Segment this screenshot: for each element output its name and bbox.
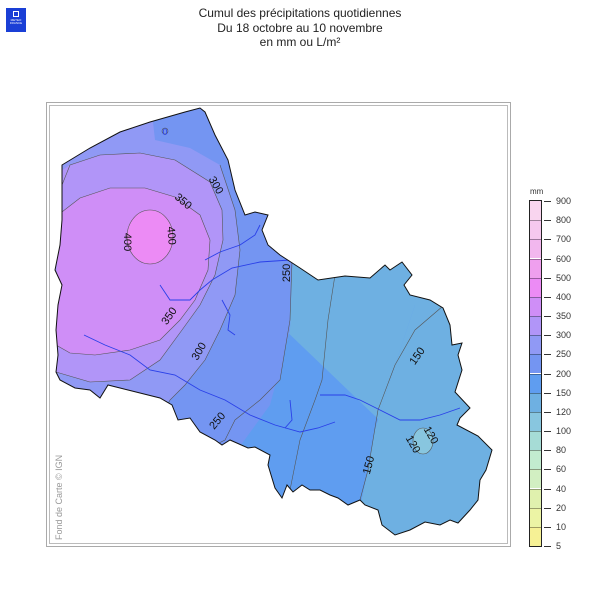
- legend-tick: [544, 296, 551, 298]
- legend-label: 40: [556, 483, 567, 494]
- legend-label: 600: [556, 253, 572, 264]
- legend-swatch: [530, 373, 541, 393]
- legend-swatch: [530, 392, 541, 412]
- legend-swatch: [530, 354, 541, 374]
- legend-swatch: [530, 277, 541, 297]
- legend-tick: [544, 373, 551, 375]
- legend-color-bar: [529, 200, 542, 547]
- logo-text: METEO FRANCE: [9, 18, 23, 25]
- legend-label: 800: [556, 215, 572, 226]
- legend-label: 200: [556, 368, 572, 379]
- svg-text:400: 400: [164, 226, 178, 245]
- legend-swatch: [530, 411, 541, 431]
- legend-swatch: [530, 258, 541, 278]
- title-line-2: Du 18 octobre au 10 novembre: [217, 20, 383, 35]
- legend-swatch: [530, 488, 541, 508]
- legend-label: 20: [556, 502, 567, 513]
- legend-tick: [544, 201, 551, 202]
- zone-500-600: [127, 210, 173, 264]
- legend-label: 10: [556, 521, 567, 532]
- svg-text:0: 0: [162, 127, 167, 137]
- legend-tick: [544, 258, 551, 260]
- map-credit: Fond de Carte © IGN: [54, 454, 64, 540]
- legend-swatch: [530, 239, 541, 259]
- legend-label: 500: [556, 272, 572, 283]
- legend-swatch: [530, 335, 541, 355]
- legend-swatch: [530, 507, 541, 527]
- svg-text:150: 150: [361, 455, 377, 476]
- legend-label: 700: [556, 234, 572, 245]
- legend-swatch: [530, 201, 541, 221]
- legend-swatch: [530, 469, 541, 489]
- legend-swatch: [530, 296, 541, 316]
- map-frame-outer: [46, 102, 511, 547]
- legend-tick: [544, 354, 551, 356]
- legend-tick: [544, 526, 551, 528]
- legend-label: 60: [556, 464, 567, 475]
- legend-tick: [544, 335, 551, 337]
- legend-label: 400: [556, 291, 572, 302]
- legend-tick: [544, 546, 551, 547]
- legend-tick: [544, 277, 551, 279]
- legend-label: 80: [556, 445, 567, 456]
- legend-label: 250: [556, 349, 572, 360]
- legend-unit: mm: [530, 187, 544, 196]
- legend-tick: [544, 450, 551, 452]
- legend-label: 100: [556, 426, 572, 436]
- title-line-1: Cumul des précipitations quotidiennes: [198, 6, 402, 20]
- legend-tick: [544, 239, 551, 241]
- legend-tick: [544, 392, 551, 394]
- legend-tick: [544, 411, 551, 413]
- legend-tick: [544, 316, 551, 317]
- legend-label: 350: [556, 311, 572, 321]
- legend-swatch: [530, 431, 541, 451]
- legend-label: 120: [556, 406, 572, 417]
- legend-tick: [544, 431, 551, 432]
- zone-120-150: [413, 428, 433, 454]
- legend-swatch: [530, 220, 541, 240]
- legend-label: 300: [556, 330, 572, 341]
- legend-tick: [544, 488, 551, 490]
- legend-label: 150: [556, 387, 572, 398]
- svg-text:250: 250: [281, 264, 293, 282]
- svg-text:400: 400: [121, 233, 133, 251]
- legend-tick: [544, 220, 551, 222]
- title-line-3: en mm ou L/m²: [259, 35, 341, 49]
- map-frame-inner: [49, 105, 508, 544]
- legend-swatch: [530, 450, 541, 470]
- legend-label: 900: [556, 196, 572, 206]
- isohyets: [55, 127, 451, 501]
- map-title: Cumul des précipitations quotidiennes Du…: [0, 6, 600, 50]
- legend-swatch: [530, 526, 541, 546]
- legend-tick: [544, 469, 551, 471]
- legend-swatch: [530, 316, 541, 336]
- legend-label: 5: [556, 541, 562, 551]
- logo-mark-icon: [13, 11, 19, 17]
- meteo-france-logo: METEO FRANCE: [6, 8, 26, 32]
- legend-tick: [544, 507, 551, 509]
